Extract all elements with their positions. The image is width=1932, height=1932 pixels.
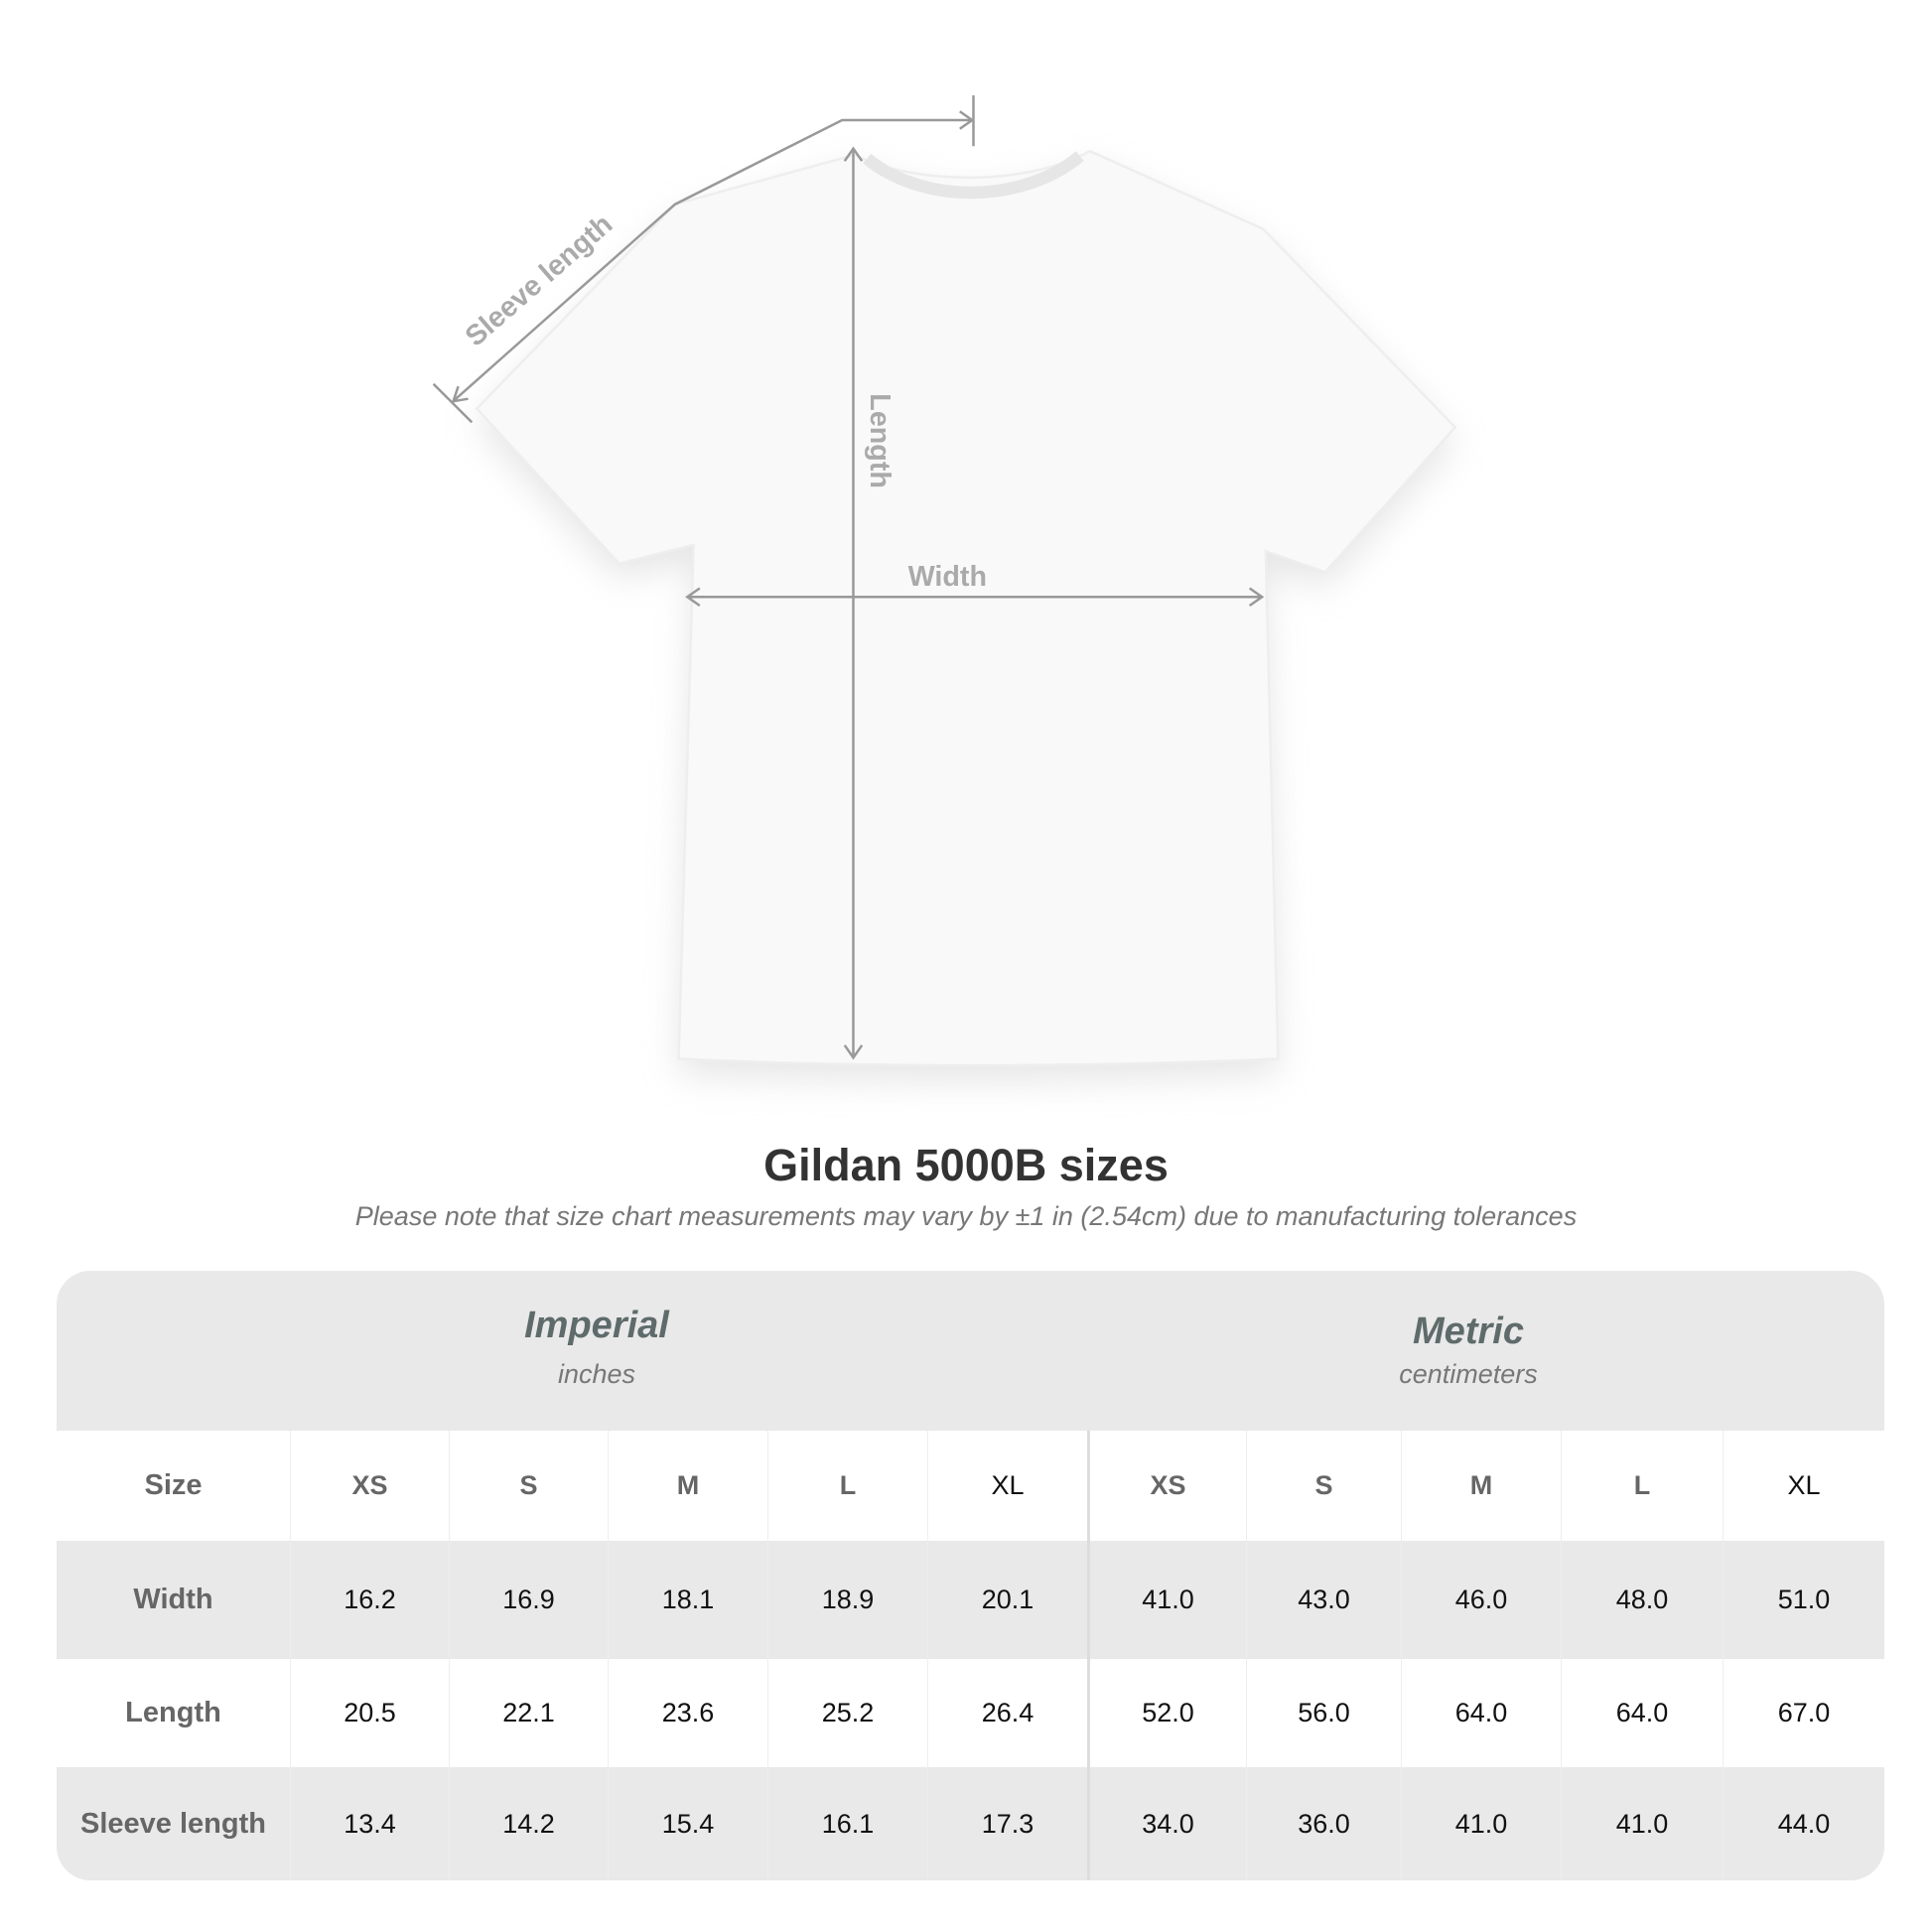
measurement-cell: 43.0 bbox=[1246, 1541, 1401, 1659]
measurement-cell: 20.5 bbox=[290, 1659, 449, 1767]
measurement-cell: 46.0 bbox=[1401, 1541, 1561, 1659]
size-column-header: L bbox=[767, 1431, 927, 1541]
row-label: Width bbox=[133, 1584, 213, 1615]
size-column-header: XS bbox=[1087, 1431, 1246, 1541]
size-table: Imperial inches Metric centimeters Size X… bbox=[57, 1271, 1884, 1880]
sleeve-line bbox=[453, 118, 973, 401]
measurement-cell: 48.0 bbox=[1561, 1541, 1723, 1659]
measurement-cell: 13.4 bbox=[290, 1767, 449, 1880]
tshirt-body bbox=[475, 149, 1457, 1067]
measurement-cell: 56.0 bbox=[1246, 1659, 1401, 1767]
imperial-title: Imperial bbox=[524, 1305, 669, 1346]
measurement-cell: 22.1 bbox=[449, 1659, 608, 1767]
size-column-header: M bbox=[608, 1431, 767, 1541]
size-column-header: XS bbox=[290, 1431, 449, 1541]
imperial-unit: inches bbox=[557, 1359, 636, 1389]
length-label: Length bbox=[864, 393, 896, 488]
measurement-cell: 41.0 bbox=[1561, 1767, 1723, 1880]
row-label: Length bbox=[125, 1697, 221, 1728]
size-column-header: XL bbox=[927, 1431, 1087, 1541]
page-title: Gildan 5000B sizes bbox=[763, 1140, 1169, 1190]
measurement-cell: 34.0 bbox=[1087, 1767, 1246, 1880]
table-row: Width 16.2 16.9 18.1 18.9 20.1 41.0 43.0 46.0 48.… bbox=[57, 1541, 1884, 1659]
measurement-cell: 20.1 bbox=[927, 1541, 1087, 1659]
table-row: Sleeve length 13.4 14.2 15.4 16.1 17.3 34.0 36.… bbox=[57, 1767, 1884, 1880]
measurement-cell: 41.0 bbox=[1087, 1541, 1246, 1659]
metric-header: Metric centimeters bbox=[1171, 1311, 1766, 1390]
size-column-header: S bbox=[1246, 1431, 1401, 1541]
measurement-cell: 44.0 bbox=[1723, 1767, 1884, 1880]
size-column-header: L bbox=[1561, 1431, 1723, 1541]
measurement-cell: 36.0 bbox=[1246, 1767, 1401, 1880]
measurement-cell: 51.0 bbox=[1723, 1541, 1884, 1659]
metric-unit: centimeters bbox=[1399, 1359, 1538, 1389]
measurement-cell: 14.2 bbox=[449, 1767, 608, 1880]
measurement-cell: 16.9 bbox=[449, 1541, 608, 1659]
measurement-cell: 18.9 bbox=[767, 1541, 927, 1659]
tolerance-note: Please note that size chart measurements… bbox=[354, 1201, 1578, 1231]
size-column-header: XL bbox=[1723, 1431, 1884, 1541]
measurement-cell: 16.2 bbox=[290, 1541, 449, 1659]
width-label: Width bbox=[908, 561, 987, 593]
table-row: Length 20.5 22.1 23.6 25.2 26.4 52.0 56.0 64.0 64… bbox=[57, 1659, 1884, 1767]
measurement-cell: 25.2 bbox=[767, 1659, 927, 1767]
measurement-cell: 16.1 bbox=[767, 1767, 927, 1880]
measurement-cell: 64.0 bbox=[1561, 1659, 1723, 1767]
size-column-header: M bbox=[1401, 1431, 1561, 1541]
size-column-header: S bbox=[449, 1431, 608, 1541]
measurement-cell: 64.0 bbox=[1401, 1659, 1561, 1767]
measurement-cell: 23.6 bbox=[608, 1659, 767, 1767]
size-row: Size XS S M L XL XS S M L XL bbox=[57, 1431, 1884, 1541]
measurement-cell: 41.0 bbox=[1401, 1767, 1561, 1880]
table-header: Imperial inches Metric centimeters bbox=[57, 1271, 1884, 1431]
measurement-cell: 17.3 bbox=[927, 1767, 1087, 1880]
measurement-cell: 67.0 bbox=[1723, 1659, 1884, 1767]
metric-title: Metric bbox=[1413, 1311, 1524, 1352]
row-label: Sleeve length bbox=[80, 1807, 266, 1840]
imperial-header: Imperial inches bbox=[299, 1305, 895, 1390]
size-header: Size bbox=[144, 1469, 203, 1501]
measurement-cell: 15.4 bbox=[608, 1767, 767, 1880]
measurement-cell: 18.1 bbox=[608, 1541, 767, 1659]
measurement-cell: 26.4 bbox=[927, 1659, 1087, 1767]
measurement-cell: 52.0 bbox=[1087, 1659, 1246, 1767]
